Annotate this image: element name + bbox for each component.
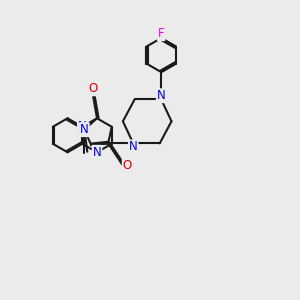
Text: F: F	[158, 27, 164, 40]
Text: O: O	[88, 82, 97, 95]
Text: O: O	[123, 159, 132, 172]
Text: N: N	[93, 146, 101, 159]
Text: N: N	[78, 120, 87, 133]
Text: N: N	[129, 140, 138, 153]
Text: N: N	[80, 123, 89, 136]
Text: N: N	[157, 89, 166, 102]
